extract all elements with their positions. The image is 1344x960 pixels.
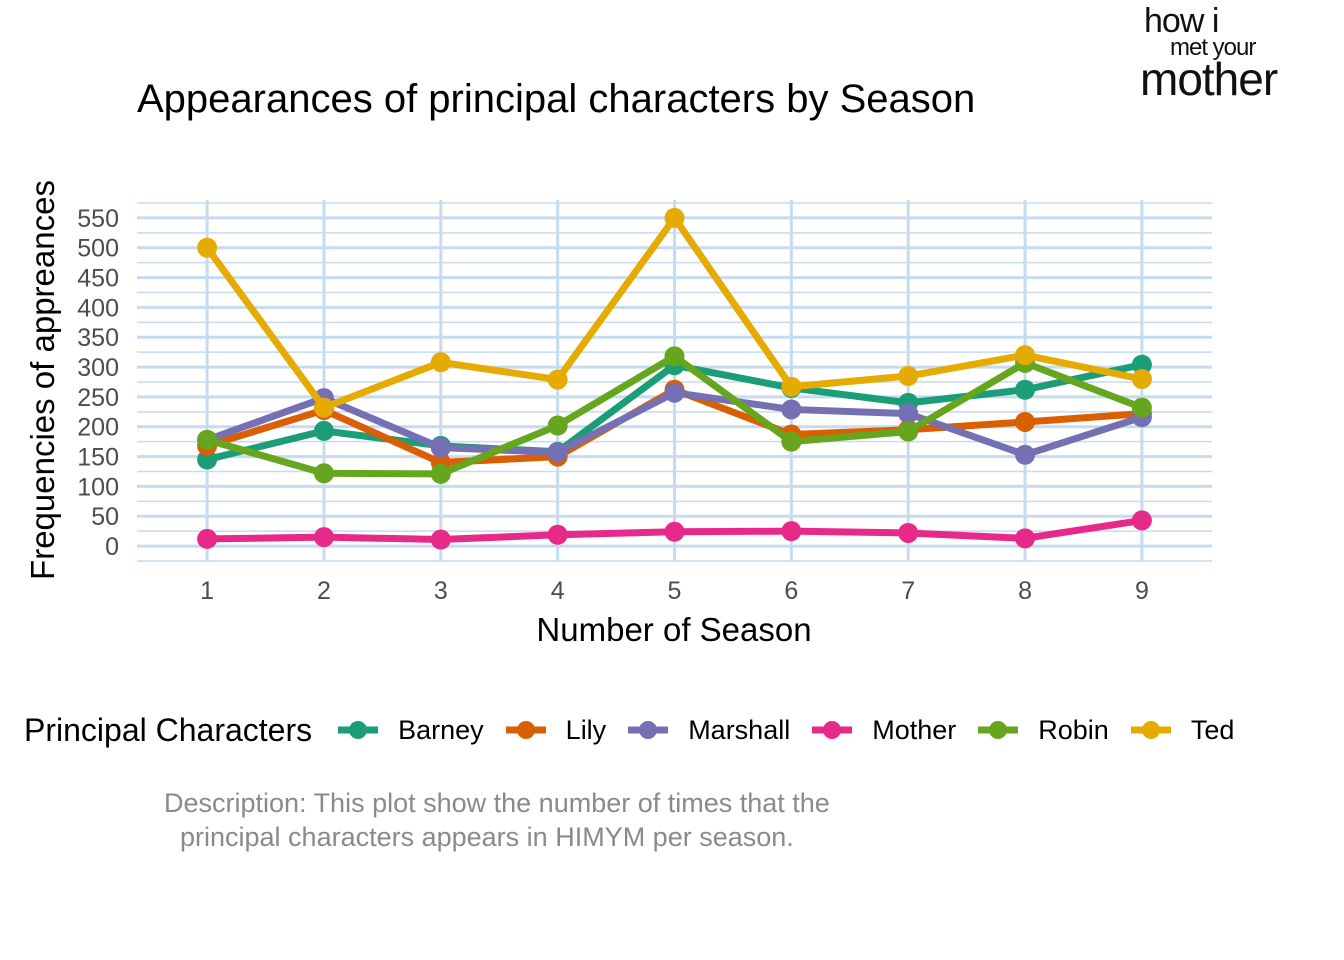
data-point-ted xyxy=(664,207,685,228)
y-axis-label: Frequencies of appreances xyxy=(24,180,61,580)
legend-label: Barney xyxy=(398,714,484,745)
data-point-barney xyxy=(1131,354,1152,375)
y-tick-label: 200 xyxy=(77,414,119,442)
data-point-robin xyxy=(197,429,218,450)
x-tick-label: 2 xyxy=(317,577,331,605)
legend-item-robin: Robin xyxy=(976,715,1109,746)
data-point-mother xyxy=(547,524,568,545)
data-point-marshall xyxy=(547,442,568,463)
y-tick-label: 250 xyxy=(77,384,119,412)
legend-item-lily: Lily xyxy=(504,714,607,746)
data-point-robin xyxy=(898,421,919,442)
legend-key-ted xyxy=(1130,721,1171,739)
data-point-barney xyxy=(1015,379,1036,400)
legend-key-robin xyxy=(978,721,1019,739)
data-point-barney xyxy=(197,449,218,470)
x-tick-label: 4 xyxy=(551,577,565,605)
legend-title: Principal Characters xyxy=(24,711,313,748)
legend-key-mother xyxy=(812,721,853,739)
data-point-mother xyxy=(197,528,218,549)
data-point-robin xyxy=(664,346,685,367)
legend-items: Barney Lily Marshall Mother Robin Ted xyxy=(336,715,1234,746)
data-point-marshall xyxy=(664,382,685,403)
data-point-ted xyxy=(1015,345,1036,366)
himym-logo: how i met your mother xyxy=(1136,0,1296,105)
x-axis-label: Number of Season xyxy=(536,611,811,648)
y-tick-label: 0 xyxy=(105,533,119,561)
legend-item-mother: Mother xyxy=(810,715,956,746)
data-point-ted xyxy=(430,352,451,373)
data-point-robin xyxy=(781,431,802,452)
legend-item-marshall: Marshall xyxy=(626,715,790,746)
y-tick-label: 400 xyxy=(77,294,119,322)
data-point-ted xyxy=(547,369,568,390)
data-point-marshall xyxy=(430,437,451,458)
legend-label: Lily xyxy=(565,714,607,745)
data-point-mother xyxy=(1015,528,1036,549)
data-point-marshall xyxy=(781,399,802,420)
y-tick-label: 350 xyxy=(77,324,119,352)
description-line-2: principal characters appears in HIMYM pe… xyxy=(180,822,794,852)
series-mother xyxy=(197,510,1152,550)
legend: Principal Characters Barney Lily Marshall M… xyxy=(24,706,1234,754)
legend-label: Marshall xyxy=(688,714,791,745)
y-tick-label: 50 xyxy=(91,503,119,531)
legend-label: Ted xyxy=(1190,714,1235,745)
legend-item-ted: Ted xyxy=(1129,714,1235,746)
data-point-robin xyxy=(547,415,568,436)
y-tick-label: 550 xyxy=(77,205,119,233)
data-point-robin xyxy=(313,463,334,484)
logo-line-2: met your xyxy=(1170,34,1256,61)
data-point-ted xyxy=(197,237,218,258)
series-ted xyxy=(197,207,1152,418)
legend-label: Robin xyxy=(1038,714,1109,745)
data-point-barney xyxy=(313,420,334,441)
data-point-robin xyxy=(1131,397,1152,418)
legend-key-marshall xyxy=(628,721,669,739)
data-point-robin xyxy=(430,463,451,484)
line-chart: Appearances of principal characters by S… xyxy=(24,77,1212,648)
x-axis-ticks: 1 2 3 4 5 6 7 8 9 xyxy=(200,577,1149,605)
description-line-1: Description: This plot show the number o… xyxy=(164,788,830,818)
x-tick-label: 9 xyxy=(1135,577,1149,605)
data-point-lily xyxy=(1015,411,1036,432)
logo-line-1: how i xyxy=(1144,2,1219,40)
data-point-mother xyxy=(781,521,802,542)
data-point-mother xyxy=(1131,510,1152,531)
data-point-mother xyxy=(664,521,685,542)
x-tick-label: 8 xyxy=(1018,577,1032,605)
legend-key-lily xyxy=(505,721,546,739)
data-point-marshall xyxy=(898,403,919,424)
data-point-ted xyxy=(1131,369,1152,390)
chart-title: Appearances of principal characters by S… xyxy=(137,77,975,121)
y-tick-label: 500 xyxy=(77,235,119,263)
x-tick-label: 3 xyxy=(434,577,448,605)
data-point-mother xyxy=(898,522,919,543)
data-point-mother xyxy=(313,527,334,548)
data-point-ted xyxy=(313,397,334,418)
description: Description: This plot show the number o… xyxy=(164,786,830,854)
data-point-ted xyxy=(898,366,919,387)
y-tick-label: 300 xyxy=(77,354,119,382)
y-tick-label: 150 xyxy=(77,444,119,472)
data-point-ted xyxy=(781,376,802,397)
x-tick-label: 7 xyxy=(901,577,915,605)
y-tick-label: 450 xyxy=(77,265,119,293)
x-tick-label: 6 xyxy=(784,577,798,605)
data-point-mother xyxy=(430,529,451,550)
series-robin xyxy=(197,346,1152,484)
data-point-marshall xyxy=(1015,444,1036,465)
logo-line-3: mother xyxy=(1140,53,1278,105)
series-layer xyxy=(197,207,1152,550)
legend-label: Mother xyxy=(872,714,957,745)
y-tick-label: 100 xyxy=(77,473,119,501)
legend-key-barney xyxy=(338,721,379,739)
legend-item-barney: Barney xyxy=(336,715,484,746)
x-tick-label: 5 xyxy=(668,577,682,605)
x-tick-label: 1 xyxy=(200,577,214,605)
